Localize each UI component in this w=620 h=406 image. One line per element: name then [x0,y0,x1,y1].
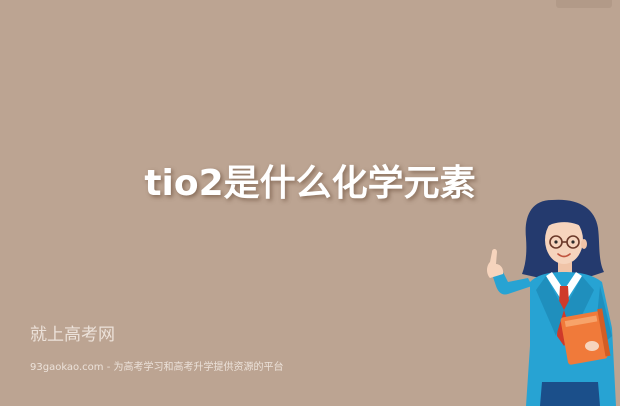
teacher-illustration [472,186,620,406]
site-name: 就上高考网 [30,323,115,347]
book-icon [560,308,610,365]
pointing-hand [487,249,503,278]
corner-badge [556,0,612,8]
site-slogan: 93gaokao.com - 为高考学习和高考升学提供资源的平台 [30,360,284,376]
